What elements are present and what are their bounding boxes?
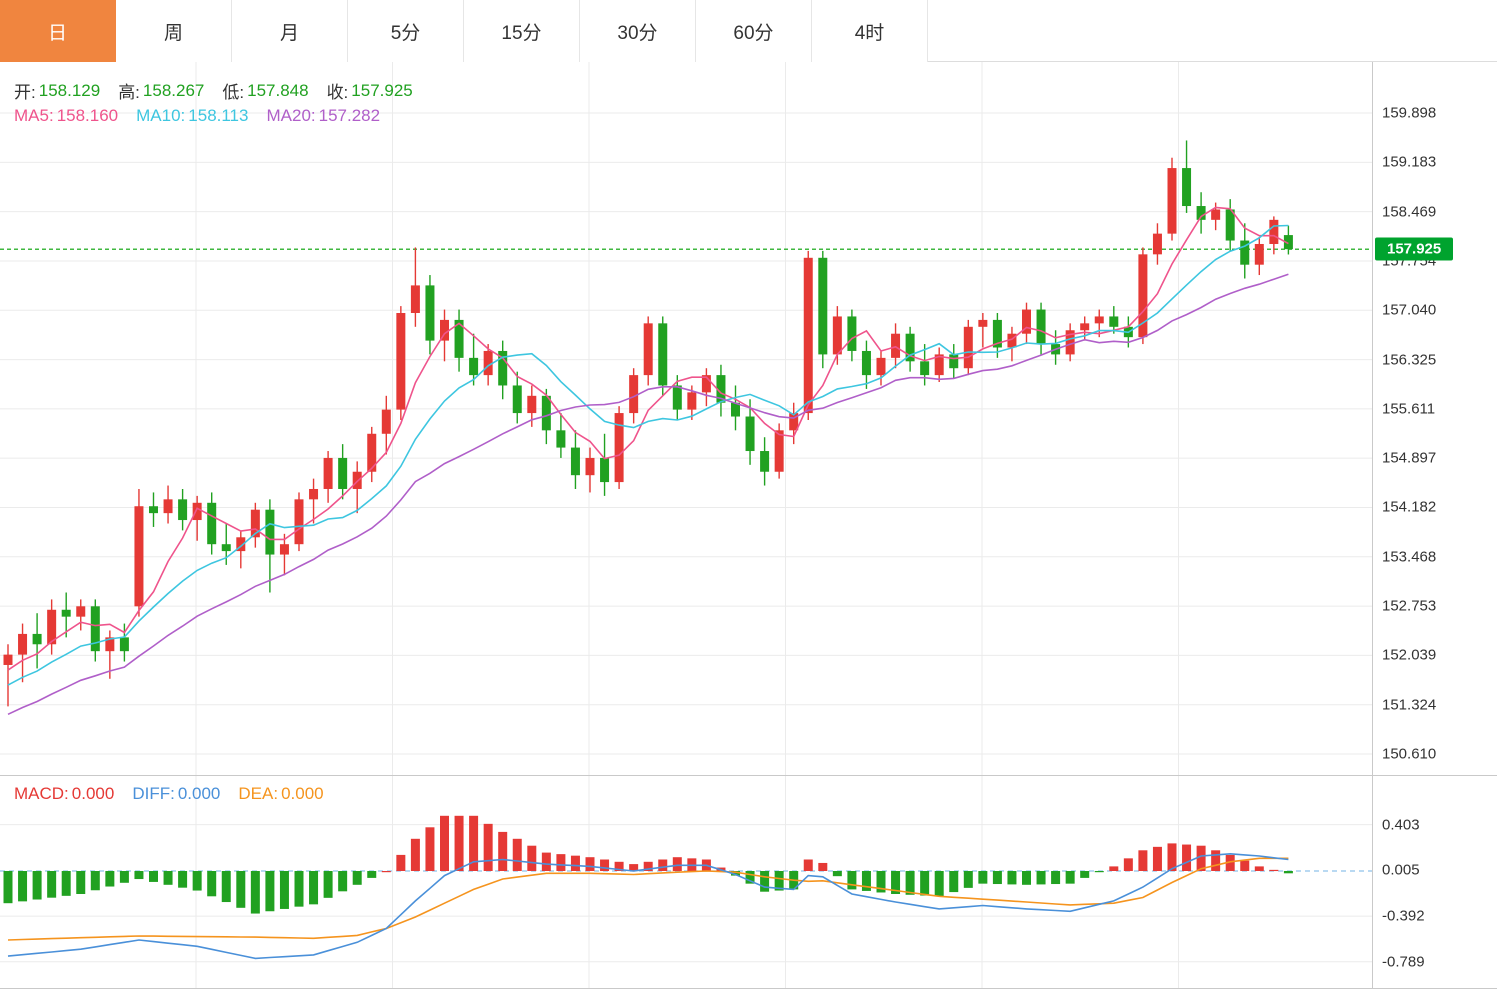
price-axis-label: 154.897 xyxy=(1382,449,1437,467)
tab-60分[interactable]: 60分 xyxy=(696,0,812,62)
price-axis-label: 150.610 xyxy=(1382,745,1437,763)
macd-axis-label: -0.789 xyxy=(1382,953,1425,971)
tab-月[interactable]: 月 xyxy=(232,0,348,62)
tab-周[interactable]: 周 xyxy=(116,0,232,62)
price-axis-label: 158.469 xyxy=(1382,203,1437,221)
macd-panel: MACD: 0.000 DIFF: 0.000 DEA: 0.000 xyxy=(0,775,1372,989)
price-axis-label: 152.753 xyxy=(1382,597,1437,615)
price-axis-label: 154.182 xyxy=(1382,498,1437,516)
tab-5分[interactable]: 5分 xyxy=(348,0,464,62)
tab-4时[interactable]: 4时 xyxy=(812,0,928,62)
price-axis-label: 152.039 xyxy=(1382,646,1437,664)
price-axis-label: 151.324 xyxy=(1382,696,1437,714)
tab-15分[interactable]: 15分 xyxy=(464,0,580,62)
macd-chart[interactable] xyxy=(0,776,1372,988)
price-axis-label: 159.898 xyxy=(1382,104,1437,122)
macd-axis-label: 0.403 xyxy=(1382,816,1420,834)
macd-axis: 0.403 0.005 -0.392 -0.789 xyxy=(1372,775,1497,989)
price-axis-label: 155.611 xyxy=(1382,400,1436,418)
macd-axis-label: 0.005 xyxy=(1382,861,1420,879)
macd-axis-label: -0.392 xyxy=(1382,907,1425,925)
timeframe-tabbar: 日周月 5分 15分 30分 60分 4时 xyxy=(0,0,1497,62)
price-axis-label: 156.325 xyxy=(1382,351,1437,369)
price-axis-label: 157.040 xyxy=(1382,301,1437,319)
price-axis-label: 159.183 xyxy=(1382,153,1437,171)
price-axis-label: 153.468 xyxy=(1382,548,1437,566)
main-price-panel: 开: 158.129 高: 158.267 低: 157.848 收: 157.… xyxy=(0,62,1372,775)
tab-日[interactable]: 日 xyxy=(0,0,116,62)
main-price-chart[interactable] xyxy=(0,62,1372,775)
price-axis: 157.925 159.898 159.183 158.469 157.754 157.… xyxy=(1372,62,1497,775)
tab-30分[interactable]: 30分 xyxy=(580,0,696,62)
current-price-tag: 157.925 xyxy=(1375,237,1454,261)
